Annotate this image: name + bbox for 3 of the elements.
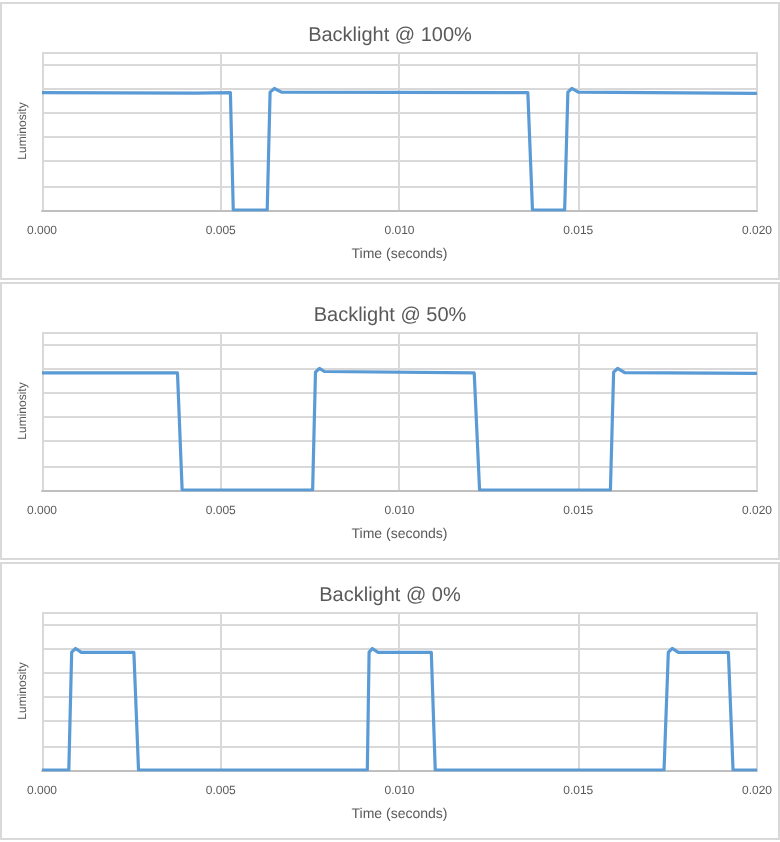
chart-title: Backlight @ 0% (319, 585, 461, 607)
chart-title: Backlight @ 100% (308, 25, 473, 47)
chart-title: Backlight @ 50% (313, 305, 467, 327)
